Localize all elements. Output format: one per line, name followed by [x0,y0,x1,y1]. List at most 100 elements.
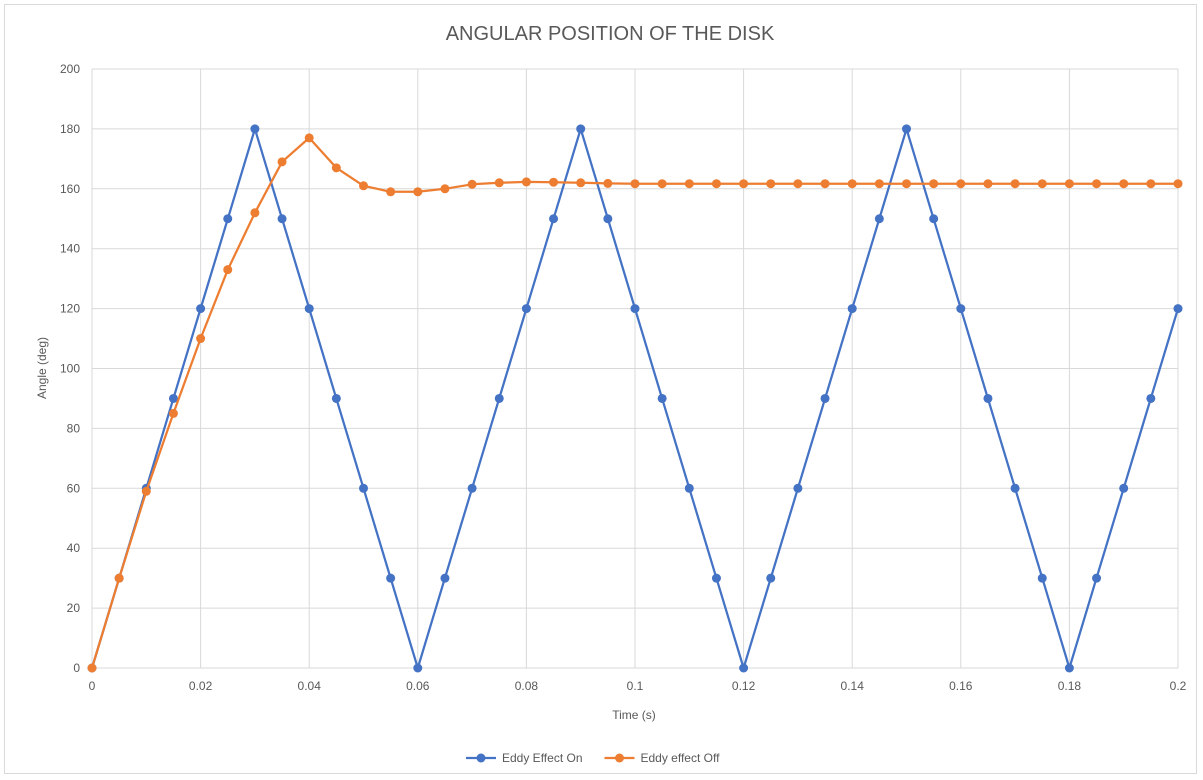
x-tick-label: 0.04 [298,679,322,693]
data-point [250,208,260,218]
data-point [1173,179,1183,189]
data-point [223,265,233,275]
data-point [820,393,830,403]
data-point [603,214,613,224]
data-point [902,124,911,134]
x-tick-label: 0.2 [1170,679,1187,693]
data-point [277,157,287,167]
data-point [983,179,993,189]
data-point [467,483,477,493]
data-point [386,573,396,583]
data-point [874,214,884,224]
x-tick-label: 0.06 [406,679,430,693]
y-axis-label: Angle (deg) [35,337,49,399]
data-point [331,163,341,173]
data-point [711,179,721,189]
data-point [847,179,857,189]
data-point [576,178,586,188]
data-point [114,573,124,583]
data-point [1037,179,1047,189]
data-point [521,177,531,187]
data-point [359,181,368,191]
data-point [766,179,776,189]
data-point [684,483,694,493]
data-point [331,393,341,403]
data-point [1010,179,1020,189]
x-axis-label: Time (s) [612,708,656,722]
data-point [440,573,450,583]
data-point [657,179,667,189]
data-point [1173,304,1183,314]
x-tick-label: 0 [89,679,96,693]
data-point [576,124,586,134]
data-point [929,214,939,224]
data-point [168,408,178,418]
x-tick-label: 0.12 [732,679,756,693]
legend-label: Eddy Effect On [502,751,583,765]
data-point [1064,179,1074,189]
data-point [168,393,178,403]
data-point [440,184,450,194]
data-point [467,179,477,189]
data-point [1010,483,1020,493]
y-tick-label: 160 [60,182,80,196]
data-point [1092,573,1102,583]
data-point [277,214,287,224]
y-tick-label: 140 [60,242,80,256]
data-point [820,179,830,189]
tick-labels: 0 20 40 60 80 100 120 140 160 180 200 0 0.02 0.04 0.06… [60,62,1187,693]
y-tick-label: 0 [73,661,80,675]
data-point [386,187,396,197]
y-tick-label: 60 [67,481,81,495]
data-point [494,178,504,188]
data-point [1146,393,1156,403]
data-point [929,179,939,189]
x-tick-label: 0.02 [189,679,213,693]
grid-lines [91,68,1179,669]
chart-frame [4,4,1197,774]
chart-title: ANGULAR POSITION OF THE DISK [446,23,775,45]
series-1 [87,124,1183,673]
data-point [847,304,857,314]
data-point [739,179,749,189]
data-point [1064,663,1074,673]
data-point [494,393,504,403]
data-point [359,483,368,493]
legend-item: Eddy effect Off [604,751,721,765]
data-point [304,304,314,314]
legend-label: Eddy effect Off [641,751,721,765]
data-point [630,179,640,189]
legend-item: Eddy Effect On [466,751,583,765]
y-tick-label: 200 [60,62,80,76]
data-point [1037,573,1047,583]
data-point [793,179,803,189]
data-point [793,483,803,493]
data-point [983,393,993,403]
data-point [1092,179,1102,189]
data-point [304,133,314,143]
data-point [956,179,966,189]
data-point [739,663,749,673]
x-tick-label: 0.1 [627,679,644,693]
data-point [196,334,206,344]
data-point [684,179,694,189]
series-layer [87,124,1183,673]
data-point [413,663,423,673]
legend: Eddy Effect On Eddy effect Off [466,751,720,765]
x-tick-label: 0.14 [841,679,865,693]
data-point [223,214,233,224]
y-tick-label: 20 [67,601,81,615]
x-tick-label: 0.08 [515,679,539,693]
data-point [521,304,531,314]
data-point [657,393,667,403]
y-tick-label: 80 [67,421,81,435]
x-tick-label: 0.16 [949,679,973,693]
data-point [766,573,776,583]
y-tick-label: 40 [67,541,81,555]
y-tick-label: 100 [60,362,80,376]
data-point [956,304,966,314]
legend-swatch-marker [476,753,486,763]
legend-swatch-marker [615,753,624,763]
data-point [1146,179,1156,189]
